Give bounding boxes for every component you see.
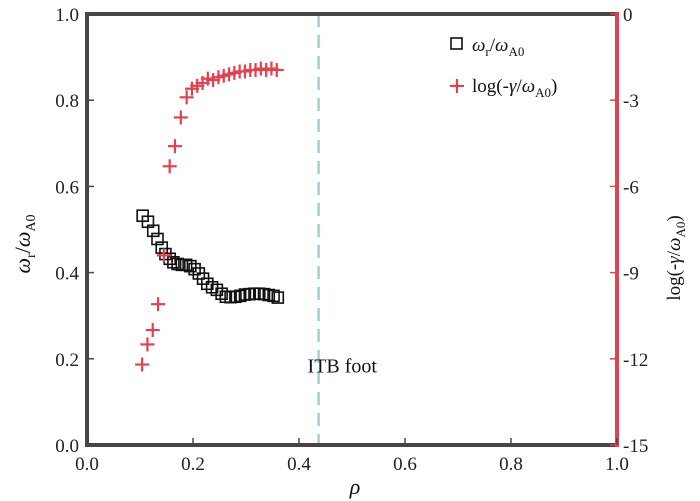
gamma-point <box>156 248 171 263</box>
omega-point <box>184 259 197 273</box>
tick-marks <box>86 13 618 446</box>
y-left-omega2: ω <box>10 232 35 248</box>
itb-foot-annotation: ITB foot <box>308 356 378 378</box>
x-tick-label: 1.0 <box>605 454 629 475</box>
y-right-omega: ω <box>664 238 685 251</box>
x-axis-label: ρ <box>349 474 361 499</box>
svg-text:ωr/ωA0: ωr/ωA0 <box>10 214 39 273</box>
plot-frame <box>85 12 619 447</box>
legend: ωr/ωA0 log(-γ/ωA0) <box>450 35 557 100</box>
gamma-point <box>179 90 194 105</box>
omega-point <box>179 258 193 272</box>
legend-marker-square <box>450 37 463 50</box>
omega-point <box>267 289 280 303</box>
x-tick-label: 0.6 <box>393 454 417 475</box>
y-right-close: ) <box>664 215 685 221</box>
omega-point <box>271 291 285 304</box>
gamma-point <box>173 110 188 125</box>
y-right-tick-label: 0 <box>623 5 633 26</box>
x-tick-label: 0.2 <box>181 454 205 475</box>
omega-point <box>151 232 164 246</box>
y-left-omega: ω <box>10 258 35 274</box>
y-left-sub-a0: A0 <box>24 214 39 231</box>
y-left-tick-label: 1.0 <box>55 5 79 26</box>
y-left-tick-label: 0.8 <box>55 91 79 112</box>
y-right-sub: A0 <box>673 222 688 238</box>
y-left-slash: / <box>10 246 35 253</box>
y-right-tick-label: -15 <box>623 436 648 457</box>
y-right-tick-label: -12 <box>623 350 648 371</box>
y-right-tick-label: -9 <box>623 264 639 285</box>
y-right-log: log(- <box>664 264 685 301</box>
y-left-sub-r: r <box>24 253 39 258</box>
omega-point <box>167 255 180 269</box>
gamma-point <box>135 357 150 372</box>
data-marks <box>135 14 320 445</box>
y-right-gamma: γ <box>664 256 685 264</box>
omega-point <box>215 287 228 301</box>
omega-point <box>155 241 169 254</box>
svg-text:log(-γ/ωA0): log(-γ/ωA0) <box>664 215 688 300</box>
y-axis-label-left: ωr/ωA0 <box>10 214 39 273</box>
y-right-slash: / <box>664 250 685 256</box>
omega-point <box>146 224 160 238</box>
x-tick-label: 0.0 <box>75 454 99 475</box>
x-tick-label: 0.8 <box>499 454 523 475</box>
legend-marker-plus <box>450 79 464 93</box>
gamma-point <box>162 159 177 174</box>
tick-labels: 0.0 0.2 0.4 0.6 0.8 1.00.00.20.40.60.81.0-15-… <box>55 5 648 475</box>
y-left-tick-label: 0.4 <box>55 264 79 285</box>
x-tick-label: 0.4 <box>287 454 311 475</box>
y-axis-label-right: log(-γ/ωA0) <box>664 215 688 300</box>
gamma-point <box>167 139 182 154</box>
y-right-tick-label: -6 <box>623 177 639 198</box>
y-left-tick-label: 0.0 <box>55 436 79 457</box>
gamma-point <box>269 63 284 78</box>
y-left-tick-label: 0.6 <box>55 177 79 198</box>
gamma-point <box>145 323 160 338</box>
gamma-point <box>140 337 155 352</box>
y-right-tick-label: -3 <box>623 91 639 112</box>
legend-entry-gamma: log(-γ/ωA0) <box>472 76 557 100</box>
omega-point <box>188 262 201 276</box>
y-left-tick-label: 0.2 <box>55 350 79 371</box>
omega-point <box>171 257 184 271</box>
gamma-point <box>151 297 166 312</box>
legend-entry-omega: ωr/ωA0 <box>472 35 524 59</box>
